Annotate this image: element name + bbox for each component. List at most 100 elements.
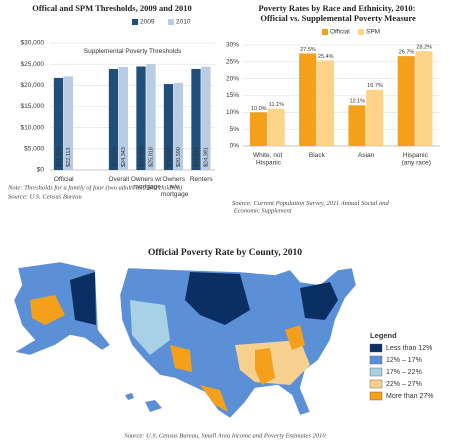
y-tick-label: $15,000	[21, 103, 45, 110]
legend-swatch	[168, 19, 174, 25]
bar	[201, 66, 211, 170]
legend-swatch	[369, 355, 383, 365]
x-tick-label: Asian	[358, 152, 375, 159]
value-label: 25.4%	[318, 54, 334, 60]
legend-swatch	[369, 343, 383, 353]
bar	[397, 56, 415, 146]
legend-swatch	[369, 367, 383, 377]
legend-label: 2010	[176, 19, 191, 26]
value-label: $21,756	[56, 147, 62, 167]
us-contiguous	[119, 267, 357, 419]
value-label: $23,874	[194, 147, 200, 167]
legend-label: Less than 12%	[386, 345, 432, 352]
bar	[108, 69, 119, 170]
legend-label: 2009	[140, 19, 155, 26]
bar	[415, 51, 433, 147]
y-tick-label: 5%	[230, 126, 240, 133]
y-tick-label: $0	[37, 167, 45, 174]
x-tick-label: Official	[54, 176, 74, 183]
note: Note: Thresholds for a family of four (t…	[7, 184, 182, 191]
legend-label: 17% – 22%	[386, 369, 422, 376]
source: Source: U.S. Census Bureau	[8, 193, 82, 200]
value-label: $22,113	[66, 148, 72, 167]
legend-label: Official	[330, 29, 350, 36]
bar	[348, 105, 366, 146]
y-tick-label: $5,000	[24, 146, 44, 153]
map-source: Source: U.S. Census Bureau, Small Area I…	[124, 432, 326, 439]
y-tick-label: $30,000	[21, 40, 45, 47]
map	[13, 261, 447, 419]
bar	[136, 66, 146, 170]
legend-label: SPM	[366, 29, 380, 36]
x-tick-label: Hispanic (any race)	[400, 152, 431, 166]
y-tick-label: 0%	[230, 143, 240, 150]
x-tick-label: Owners w/o mortgage	[159, 176, 189, 198]
bar	[249, 112, 268, 146]
legend-swatch	[358, 29, 364, 35]
x-tick-label: Renters	[190, 176, 214, 183]
x-tick-label: Black	[309, 152, 326, 159]
x-tick-label: Owners w/ mortgage	[131, 176, 162, 190]
bar	[118, 66, 129, 170]
bar	[366, 89, 384, 146]
y-tick-label: $25,000	[21, 61, 45, 68]
bar	[53, 77, 64, 170]
legend-swatch	[322, 29, 328, 35]
value-label: $24,343	[121, 147, 127, 167]
value-label: 26.7%	[399, 50, 415, 56]
x-tick-label: White, not Hispanic	[253, 152, 282, 166]
region-texas	[200, 385, 228, 412]
bar	[191, 68, 201, 170]
legend-label: 12% – 17%	[386, 357, 422, 364]
value-label: 10.0%	[251, 106, 267, 112]
y-tick-label: $20,000	[21, 82, 45, 89]
bar	[63, 76, 74, 170]
value-label: $24,391	[204, 147, 210, 167]
map-title: Official Poverty Rate by County, 2010	[148, 248, 302, 258]
value-label: 16.7%	[367, 83, 383, 89]
value-label: $20,590	[176, 147, 182, 167]
legend-label: More than 27%	[386, 393, 433, 400]
value-label: 11.1%	[269, 102, 284, 108]
region-west	[130, 300, 170, 355]
region-delta	[255, 348, 275, 385]
hawaii-2	[145, 400, 162, 412]
bar	[316, 60, 335, 147]
x-tick-label: Overall	[108, 176, 129, 183]
legend-swatch	[369, 391, 383, 401]
value-label: $23,854	[111, 147, 117, 167]
annotation: Supplemental Poverty Thresholds	[84, 48, 182, 55]
value-label: $25,018	[149, 147, 155, 167]
hawaii	[125, 393, 134, 400]
alaska-north	[30, 295, 65, 325]
y-tick-label: 10%	[226, 109, 239, 116]
bar	[146, 64, 156, 170]
bar	[163, 84, 174, 170]
bar	[299, 53, 317, 146]
value-label: 27.5%	[300, 47, 316, 53]
bar	[173, 82, 184, 170]
value-label: 12.1%	[349, 99, 365, 105]
y-tick-label: 25%	[226, 59, 239, 66]
y-tick-label: 30%	[226, 42, 239, 49]
region-north	[185, 272, 250, 325]
bar	[267, 108, 285, 146]
region-northeast	[300, 282, 338, 320]
alaska-east	[70, 272, 96, 325]
value-label: $24,450	[139, 147, 145, 167]
y-tick-label: 20%	[226, 75, 239, 82]
chart-title: Offical and SPM Thresholds, 2009 and 201…	[32, 3, 192, 13]
region-appalachia	[285, 325, 305, 350]
legend-label: 22% – 27%	[386, 381, 422, 388]
value-label: 28.2%	[416, 45, 432, 51]
legend-swatch	[369, 379, 383, 389]
region-southwest	[170, 345, 192, 372]
chart-title: Poverty Rates by Race and Ethnicity, 201…	[258, 3, 416, 23]
source: Source: Current Population Survey, 2011 …	[232, 200, 389, 214]
y-tick-label: 15%	[226, 92, 239, 99]
region-south	[235, 340, 310, 385]
value-label: $20,298	[166, 147, 172, 167]
legend-title: Legend	[370, 331, 397, 340]
legend-swatch	[132, 19, 138, 25]
